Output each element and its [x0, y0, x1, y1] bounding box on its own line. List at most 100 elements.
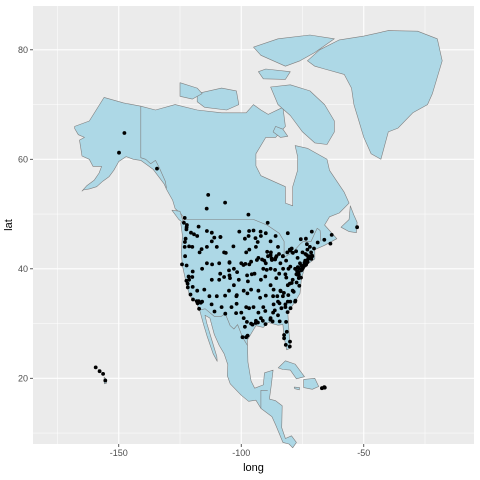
data-point	[273, 257, 277, 262]
data-point	[199, 247, 204, 252]
data-point	[299, 263, 304, 268]
data-point	[302, 260, 307, 265]
data-point	[232, 266, 236, 271]
land-hispaniola	[303, 377, 320, 390]
data-point	[218, 271, 223, 276]
data-point	[241, 316, 246, 320]
data-point	[204, 206, 209, 211]
data-point	[180, 262, 184, 267]
data-point	[195, 288, 200, 293]
data-point	[185, 285, 190, 290]
data-point	[223, 251, 228, 255]
data-point	[192, 232, 196, 237]
data-point	[312, 246, 316, 251]
data-point	[286, 293, 291, 297]
data-point	[296, 276, 301, 280]
data-point	[271, 302, 276, 307]
data-point	[278, 289, 283, 294]
data-point	[329, 233, 334, 237]
data-point	[322, 385, 327, 390]
data-point	[259, 316, 263, 320]
points-layer	[93, 131, 359, 391]
data-point	[183, 254, 188, 259]
data-point	[268, 239, 273, 244]
data-point	[298, 237, 303, 242]
border-alaska-canada-border	[140, 106, 167, 189]
data-point	[271, 287, 276, 292]
data-point	[268, 266, 273, 271]
data-point	[263, 309, 268, 313]
data-point	[234, 311, 239, 315]
data-point	[287, 344, 292, 349]
data-point	[235, 270, 240, 274]
data-point	[183, 236, 188, 241]
land-greenland	[307, 30, 443, 160]
land-devon-island	[258, 68, 291, 80]
data-point	[209, 277, 214, 282]
data-point	[244, 305, 249, 309]
data-point	[206, 193, 211, 197]
data-point	[244, 250, 249, 255]
data-point	[297, 283, 302, 288]
data-point	[227, 260, 232, 265]
data-point	[255, 240, 260, 244]
data-point	[281, 294, 285, 299]
data-point	[243, 324, 247, 329]
data-point	[245, 273, 250, 278]
x-tick-label: -50	[357, 448, 370, 458]
data-point	[291, 251, 295, 255]
data-point	[228, 276, 232, 280]
data-point	[284, 329, 289, 334]
data-point	[237, 229, 242, 234]
data-point	[241, 288, 246, 293]
data-point	[288, 306, 293, 311]
data-point	[263, 274, 268, 279]
data-point	[236, 277, 241, 282]
data-point	[190, 275, 195, 279]
data-point	[198, 300, 203, 305]
land-vancouver-island	[171, 209, 184, 224]
data-point	[270, 258, 274, 262]
data-point	[191, 297, 195, 302]
data-point	[245, 333, 250, 338]
data-point	[186, 274, 191, 279]
land-banks-island	[179, 82, 203, 100]
data-point	[205, 261, 209, 266]
data-point	[101, 372, 105, 376]
data-point	[214, 294, 219, 299]
data-point	[253, 236, 258, 241]
data-point	[187, 244, 192, 249]
data-point	[185, 281, 190, 286]
data-point	[315, 240, 320, 245]
data-point	[320, 386, 324, 391]
border-mexico-guatemala-border	[260, 389, 268, 409]
data-point	[272, 308, 277, 313]
y-tick-label: 20	[18, 373, 28, 383]
x-tick-label: -150	[110, 448, 128, 458]
data-point	[263, 231, 268, 236]
data-point	[259, 277, 263, 282]
data-point	[187, 277, 192, 282]
land-southampton-island	[272, 126, 289, 138]
border-us-mexico-border	[199, 308, 248, 346]
data-point	[276, 299, 280, 304]
data-point	[209, 230, 214, 235]
data-point	[217, 261, 222, 266]
data-point	[218, 235, 223, 239]
data-point	[246, 234, 251, 238]
data-point	[277, 271, 282, 276]
data-point	[263, 293, 268, 298]
data-point	[229, 305, 234, 309]
data-point	[304, 236, 308, 241]
data-point	[278, 261, 283, 266]
data-point	[185, 223, 189, 227]
data-point	[247, 247, 252, 252]
data-point	[227, 288, 231, 293]
data-point	[273, 234, 278, 238]
data-point	[217, 277, 222, 282]
data-point	[266, 254, 270, 259]
data-point	[263, 322, 268, 326]
data-point	[197, 306, 202, 311]
data-point	[219, 305, 224, 309]
data-point	[273, 268, 277, 272]
